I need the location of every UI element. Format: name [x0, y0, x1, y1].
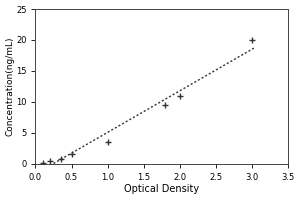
X-axis label: Optical Density: Optical Density: [124, 184, 199, 194]
Y-axis label: Concentration(ng/mL): Concentration(ng/mL): [6, 37, 15, 136]
